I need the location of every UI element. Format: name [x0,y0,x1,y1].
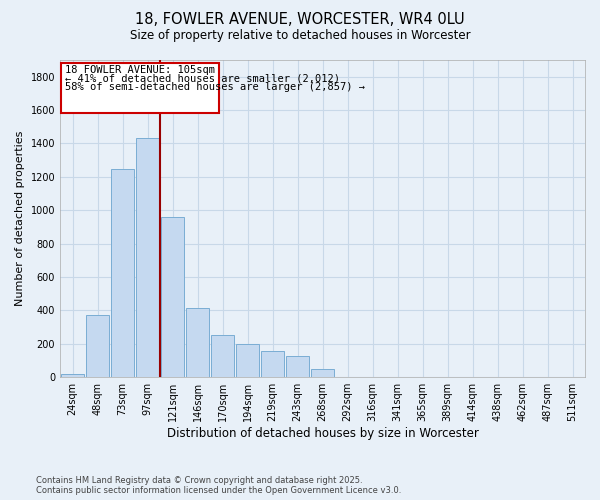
Bar [110,168,134,377]
Bar [86,314,109,377]
Bar [185,308,209,377]
Text: 58% of semi-detached houses are larger (2,857) →: 58% of semi-detached houses are larger (… [65,82,365,92]
Bar [211,334,235,377]
Text: 18 FOWLER AVENUE: 105sqm: 18 FOWLER AVENUE: 105sqm [65,66,215,76]
Bar [286,356,310,377]
Y-axis label: Number of detached properties: Number of detached properties [15,131,25,306]
Bar [311,369,334,377]
Bar [61,374,85,377]
Text: Contains HM Land Registry data © Crown copyright and database right 2025.
Contai: Contains HM Land Registry data © Crown c… [36,476,401,495]
Bar [260,352,284,377]
Bar [236,344,259,377]
Bar [136,138,160,377]
Text: Size of property relative to detached houses in Worcester: Size of property relative to detached ho… [130,29,470,42]
Bar [61,64,219,114]
Text: ← 41% of detached houses are smaller (2,012): ← 41% of detached houses are smaller (2,… [65,74,340,84]
X-axis label: Distribution of detached houses by size in Worcester: Distribution of detached houses by size … [167,427,478,440]
Text: 18, FOWLER AVENUE, WORCESTER, WR4 0LU: 18, FOWLER AVENUE, WORCESTER, WR4 0LU [135,12,465,28]
Bar [161,217,184,377]
